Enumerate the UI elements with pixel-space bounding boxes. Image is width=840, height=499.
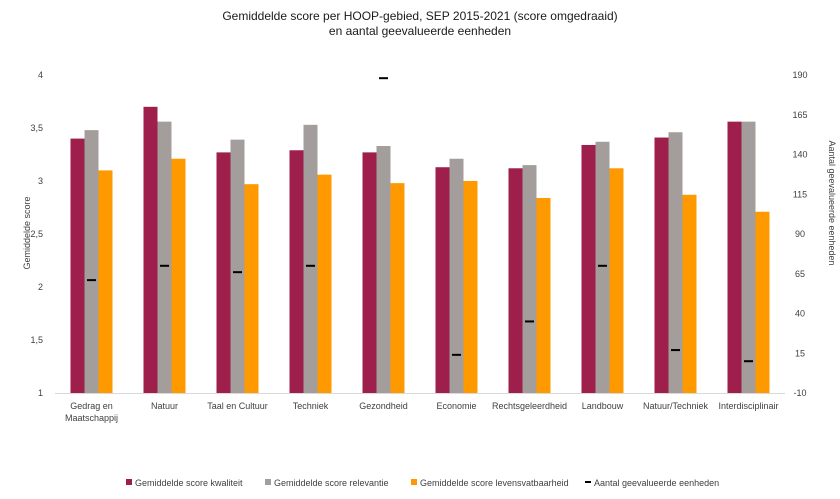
y-tick-label: 1,5 bbox=[30, 335, 43, 345]
bar bbox=[508, 168, 523, 393]
bar bbox=[727, 121, 742, 393]
bar bbox=[216, 152, 231, 393]
category-label: Taal en Cultuur bbox=[207, 401, 268, 411]
y-axis-right: -10 15 40 65 90 115 140 165 190 bbox=[792, 70, 807, 398]
y2-tick-label: 165 bbox=[792, 110, 807, 120]
category-label: Gedrag en Maatschappij bbox=[65, 401, 118, 423]
bar bbox=[595, 141, 610, 393]
bar bbox=[682, 194, 697, 393]
category-label-line: Natuur/Techniek bbox=[643, 401, 709, 411]
bar bbox=[741, 121, 756, 393]
chart-title-line-1: Gemiddelde score per HOOP-gebied, SEP 20… bbox=[222, 9, 617, 23]
legend-label: Gemiddelde score relevantie bbox=[274, 478, 389, 488]
bar bbox=[230, 139, 245, 393]
bar bbox=[654, 137, 669, 393]
y-tick-label: 1 bbox=[38, 388, 43, 398]
y-tick-label: 3 bbox=[38, 176, 43, 186]
y-axis-label: Gemiddelde score bbox=[22, 196, 32, 269]
bar bbox=[244, 184, 259, 393]
bar bbox=[755, 211, 770, 393]
y-tick-label: 3,5 bbox=[30, 123, 43, 133]
category-label-line: Techniek bbox=[293, 401, 329, 411]
bar bbox=[143, 106, 158, 394]
category-label-line: Rechtsgeleerdheid bbox=[492, 401, 567, 411]
bar bbox=[289, 150, 304, 393]
y2-tick-label: 40 bbox=[795, 309, 805, 319]
bar bbox=[435, 167, 450, 393]
y2-tick-label: 65 bbox=[795, 269, 805, 279]
y-tick-label: 4 bbox=[38, 70, 43, 80]
category-label: Natuur/Techniek bbox=[643, 401, 709, 411]
category-label: Rechtsgeleerdheid bbox=[492, 401, 567, 411]
bar bbox=[98, 170, 113, 393]
category-label-line: Taal en Cultuur bbox=[207, 401, 268, 411]
bar bbox=[362, 152, 377, 393]
chart-title-line-2: en aantal geevalueerde eenheden bbox=[329, 24, 511, 38]
legend-label: Gemiddelde score levensvatbaarheid bbox=[420, 478, 569, 488]
y-tick-label: 2,5 bbox=[30, 229, 43, 239]
legend-label: Gemiddelde score kwaliteit bbox=[135, 478, 243, 488]
bar bbox=[84, 130, 99, 393]
y2-tick-label: 15 bbox=[795, 348, 805, 358]
category-label: Economie bbox=[436, 401, 476, 411]
y2-tick-label: 90 bbox=[795, 229, 805, 239]
category-label-line: Gezondheid bbox=[359, 401, 408, 411]
y-tick-label: 2 bbox=[38, 282, 43, 292]
bar bbox=[609, 168, 624, 393]
category-label-line: Interdisciplinair bbox=[718, 401, 778, 411]
bar bbox=[157, 121, 172, 393]
bar bbox=[449, 158, 464, 393]
legend-label: Aantal geevalueerde eenheden bbox=[594, 478, 719, 488]
legend-swatch bbox=[411, 479, 417, 485]
bar bbox=[463, 181, 478, 393]
category-label: Natuur bbox=[151, 401, 178, 411]
y2-tick-label: 115 bbox=[793, 189, 807, 199]
category-label-line: Landbouw bbox=[582, 401, 624, 411]
y2-tick-label: 140 bbox=[792, 150, 807, 160]
x-axis: Gedrag en Maatschappij Natuur Taal en Cultu… bbox=[65, 401, 779, 423]
bar bbox=[303, 124, 318, 393]
category-label-line: Gedrag en bbox=[70, 401, 113, 411]
bar bbox=[390, 183, 405, 393]
y2-axis-label: Aantal geevalueerde eenheden bbox=[827, 140, 837, 265]
y2-tick-label: -10 bbox=[793, 388, 806, 398]
legend: Gemiddelde score kwaliteit Gemiddelde sco… bbox=[126, 478, 719, 488]
bar bbox=[171, 158, 186, 393]
bar bbox=[376, 146, 391, 393]
category-label-line: Maatschappij bbox=[65, 413, 118, 423]
category-label-line: Economie bbox=[436, 401, 476, 411]
category-label: Interdisciplinair bbox=[718, 401, 778, 411]
legend-swatch bbox=[265, 479, 271, 485]
bar bbox=[668, 132, 683, 394]
bar bbox=[317, 174, 332, 393]
category-label: Landbouw bbox=[582, 401, 624, 411]
category-label: Gezondheid bbox=[359, 401, 408, 411]
bar bbox=[522, 165, 537, 393]
category-label-line: Natuur bbox=[151, 401, 178, 411]
bar bbox=[581, 144, 596, 393]
bar bbox=[536, 197, 551, 393]
y-axis-left: 1 1,5 2 2,5 3 3,5 4 bbox=[30, 70, 43, 398]
bar bbox=[70, 138, 85, 393]
legend-swatch bbox=[126, 479, 132, 485]
bars bbox=[70, 106, 770, 394]
category-label: Techniek bbox=[293, 401, 329, 411]
markers bbox=[87, 77, 753, 363]
y2-tick-label: 190 bbox=[792, 70, 807, 80]
